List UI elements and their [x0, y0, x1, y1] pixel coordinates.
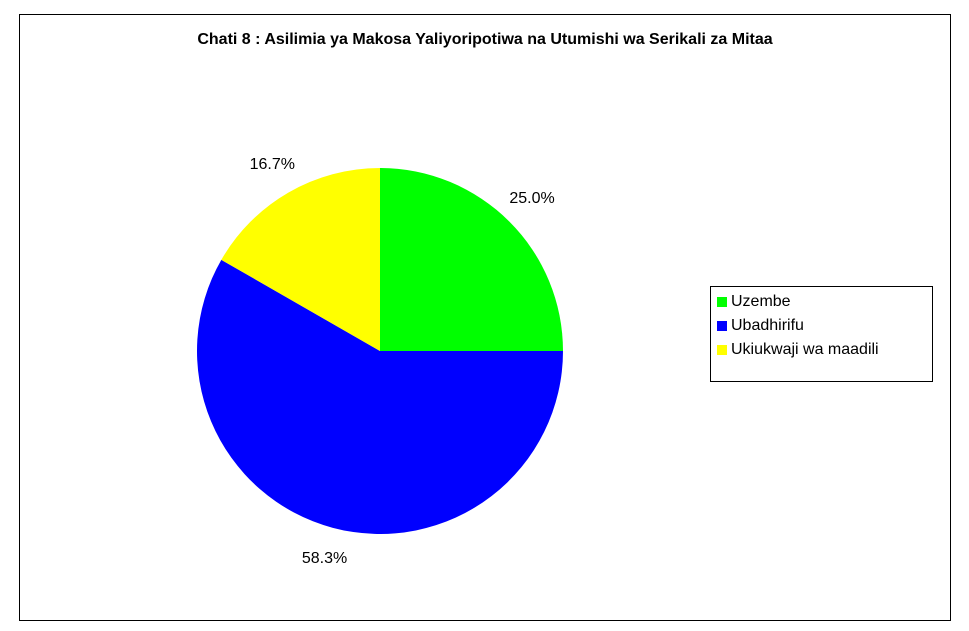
value-label: 25.0% — [509, 190, 554, 207]
legend-swatch — [717, 321, 727, 331]
legend-label: Ukiukwaji wa maadili — [731, 341, 879, 358]
pie-slice — [196, 259, 563, 535]
legend-label: Uzembe — [731, 293, 791, 310]
value-label: 16.7% — [250, 156, 295, 173]
pie-slice — [380, 168, 563, 351]
pie-slice — [221, 168, 380, 351]
legend-swatch — [717, 345, 727, 355]
legend-box — [710, 286, 933, 382]
legend-swatch — [717, 297, 727, 307]
legend-label: Ubadhirifu — [731, 317, 804, 334]
chart-title: Chati 8 : Asilimia ya Makosa Yaliyoripot… — [197, 31, 772, 48]
value-label: 58.3% — [302, 550, 347, 567]
